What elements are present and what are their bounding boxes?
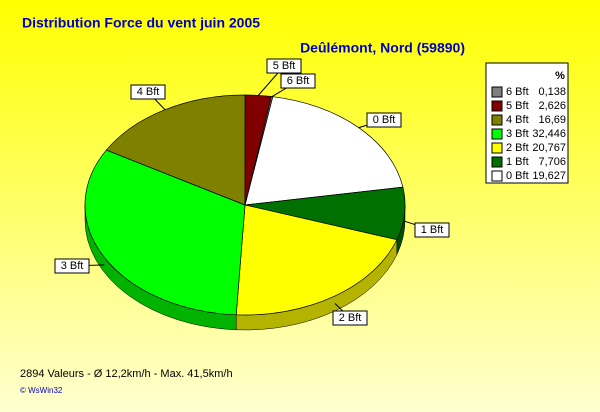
pie-slice bbox=[244, 96, 404, 206]
legend-swatch bbox=[491, 128, 503, 140]
credit: © WsWin32 bbox=[20, 386, 63, 395]
slice-label: 4 Bft bbox=[137, 86, 160, 98]
legend-value: 20,767 bbox=[532, 142, 566, 154]
legend-swatch bbox=[491, 114, 503, 126]
legend-value: 0,138 bbox=[538, 86, 566, 98]
legend-swatch bbox=[491, 142, 503, 154]
pie-slice bbox=[84, 149, 246, 316]
slice-label-box bbox=[280, 73, 316, 89]
legend-label: 1 Bft bbox=[506, 156, 529, 168]
slice-label-box bbox=[366, 112, 402, 128]
slice-label: 0 Bft bbox=[373, 114, 396, 126]
slice-label-box bbox=[414, 222, 450, 238]
legend-value: 7,706 bbox=[538, 156, 566, 168]
legend-value: 19,627 bbox=[532, 170, 566, 182]
chart-subtitle: Deûlémont, Nord (59890) bbox=[300, 40, 465, 56]
slice-label: 2 Bft bbox=[339, 312, 362, 324]
slice-label-box bbox=[54, 258, 90, 274]
legend-header: % bbox=[555, 70, 565, 82]
legend-label: 6 Bft bbox=[506, 86, 529, 98]
footer: 2894 Valeurs - Ø 12,2km/h - Max. 41,5km/… bbox=[20, 368, 233, 380]
legend-label: 0 Bft bbox=[506, 170, 529, 182]
legend-label: 3 Bft bbox=[506, 128, 529, 140]
slice-label: 6 Bft bbox=[287, 75, 310, 87]
slice-label-box bbox=[266, 58, 302, 74]
legend-swatch bbox=[491, 86, 503, 98]
legend-label: 5 Bft bbox=[506, 100, 529, 112]
legend-value: 16,69 bbox=[538, 114, 566, 126]
legend-value: 2,626 bbox=[538, 100, 566, 112]
legend-swatch bbox=[491, 156, 503, 168]
legend-value: 32,446 bbox=[532, 128, 566, 140]
pie-slice bbox=[105, 94, 246, 206]
legend-label: 2 Bft bbox=[506, 142, 529, 154]
slice-label: 3 Bft bbox=[61, 260, 84, 272]
slice-label: 1 Bft bbox=[421, 224, 444, 236]
slice-label-box bbox=[130, 84, 166, 100]
slice-label: 5 Bft bbox=[273, 60, 296, 72]
pie-slice bbox=[235, 204, 398, 316]
legend-swatch bbox=[491, 100, 503, 112]
slice-label-box bbox=[332, 310, 368, 326]
chart-title: Distribution Force du vent juin 2005 bbox=[22, 15, 260, 31]
legend-label: 4 Bft bbox=[506, 114, 529, 126]
legend-swatch bbox=[491, 170, 503, 182]
